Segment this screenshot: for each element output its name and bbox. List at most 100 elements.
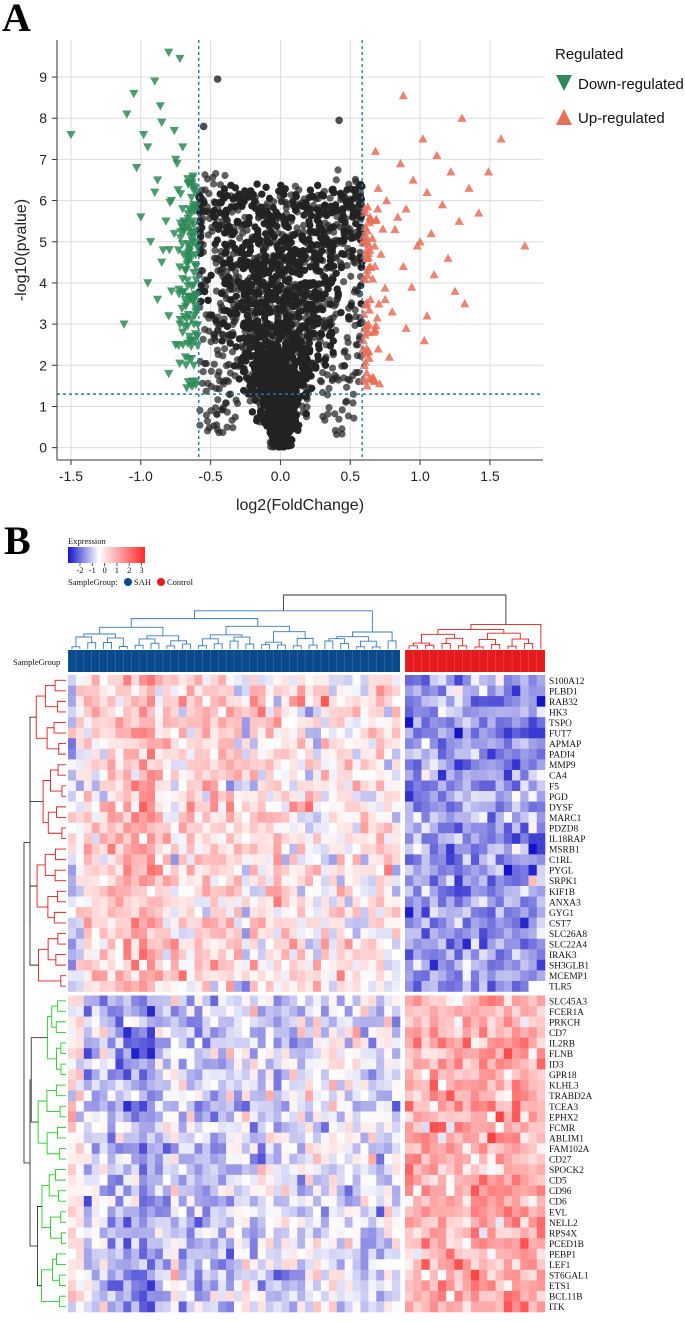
not-significant-point	[295, 308, 303, 316]
not-significant-point	[291, 182, 299, 190]
not-significant-point	[274, 266, 282, 274]
not-significant-point	[243, 226, 251, 234]
not-significant-point	[238, 342, 246, 350]
not-significant-point	[242, 324, 250, 332]
not-significant-point	[306, 263, 314, 271]
not-significant-point	[242, 318, 250, 326]
not-significant-point	[236, 234, 244, 242]
panel-label-a: A	[2, 0, 31, 40]
not-significant-point	[329, 185, 337, 193]
not-significant-point	[296, 261, 304, 269]
not-significant-point	[254, 239, 263, 248]
not-significant-point	[254, 230, 262, 238]
not-significant-point	[264, 210, 272, 218]
not-significant-point	[293, 224, 301, 232]
not-significant-point	[308, 384, 316, 392]
not-significant-point	[242, 304, 250, 312]
not-significant-point	[302, 410, 310, 418]
not-significant-point	[302, 372, 310, 380]
not-significant-point	[306, 186, 314, 194]
not-significant-point	[357, 263, 365, 271]
not-significant-point	[305, 235, 313, 243]
not-significant-point	[248, 408, 256, 416]
not-significant-point	[273, 222, 281, 230]
not-significant-point	[282, 313, 290, 321]
not-significant-point	[278, 271, 286, 279]
not-significant-point	[244, 333, 252, 342]
not-significant-point	[251, 223, 259, 231]
not-significant-point	[256, 381, 264, 389]
not-significant-point	[274, 319, 282, 327]
not-significant-point	[232, 343, 240, 351]
not-significant-point	[251, 197, 259, 205]
not-significant-point	[227, 181, 235, 189]
not-significant-point	[288, 331, 296, 339]
not-significant-point	[309, 192, 317, 200]
not-significant-point	[314, 320, 322, 328]
not-significant-point	[315, 207, 323, 215]
not-significant-point	[248, 266, 257, 274]
not-significant-point	[218, 289, 226, 297]
not-significant-point	[235, 261, 243, 269]
not-significant-point	[205, 190, 213, 198]
not-significant-point	[230, 362, 238, 370]
not-significant-point	[310, 329, 318, 337]
not-significant-point	[299, 221, 308, 230]
not-significant-point	[320, 202, 328, 210]
not-significant-point	[333, 285, 341, 293]
not-significant-point	[280, 255, 288, 263]
not-significant-point	[326, 194, 334, 202]
not-significant-point	[297, 337, 305, 345]
not-significant-point	[305, 316, 314, 325]
not-significant-point	[314, 315, 322, 323]
not-significant-point	[312, 362, 320, 370]
not-significant-point	[266, 194, 274, 202]
not-significant-point	[259, 246, 267, 255]
not-significant-point	[278, 245, 286, 253]
not-significant-point	[262, 230, 270, 238]
not-significant-point	[284, 287, 292, 295]
not-significant-point	[245, 219, 253, 227]
not-significant-point	[248, 281, 256, 289]
not-significant-point	[284, 324, 292, 332]
not-significant-point	[264, 239, 272, 247]
not-significant-point	[321, 219, 329, 227]
not-significant-point	[323, 371, 332, 379]
not-significant-point	[274, 342, 282, 350]
not-significant-point	[316, 267, 324, 275]
not-significant-point	[318, 247, 326, 255]
not-significant-point	[247, 300, 255, 308]
not-significant-point	[280, 389, 288, 397]
not-significant-point	[253, 180, 261, 188]
not-significant-point	[303, 403, 311, 411]
not-significant-point	[314, 181, 322, 189]
not-significant-point	[259, 278, 267, 286]
not-significant-point	[257, 347, 265, 355]
not-significant-point	[295, 313, 303, 321]
not-significant-point	[210, 198, 218, 206]
not-significant-point	[245, 214, 253, 222]
not-significant-point	[281, 266, 289, 274]
not-significant-point	[308, 293, 316, 301]
not-significant-point	[265, 222, 273, 230]
not-significant-point	[317, 378, 325, 386]
not-significant-point	[235, 190, 243, 198]
not-significant-point	[314, 352, 322, 360]
not-significant-point	[319, 192, 327, 200]
not-significant-point	[262, 183, 270, 191]
not-significant-point	[218, 337, 226, 345]
not-significant-point	[249, 376, 257, 385]
not-significant-point	[281, 198, 289, 206]
not-significant-point	[234, 278, 242, 286]
not-significant-point	[357, 195, 365, 203]
not-significant-point	[279, 319, 287, 327]
not-significant-point	[277, 372, 285, 380]
not-significant-point	[340, 237, 348, 245]
not-significant-point	[277, 181, 285, 189]
not-significant-point	[289, 231, 297, 239]
not-significant-point	[258, 341, 266, 349]
volcano-points	[66, 48, 530, 451]
not-significant-point	[338, 250, 346, 258]
not-significant-point	[305, 339, 313, 347]
